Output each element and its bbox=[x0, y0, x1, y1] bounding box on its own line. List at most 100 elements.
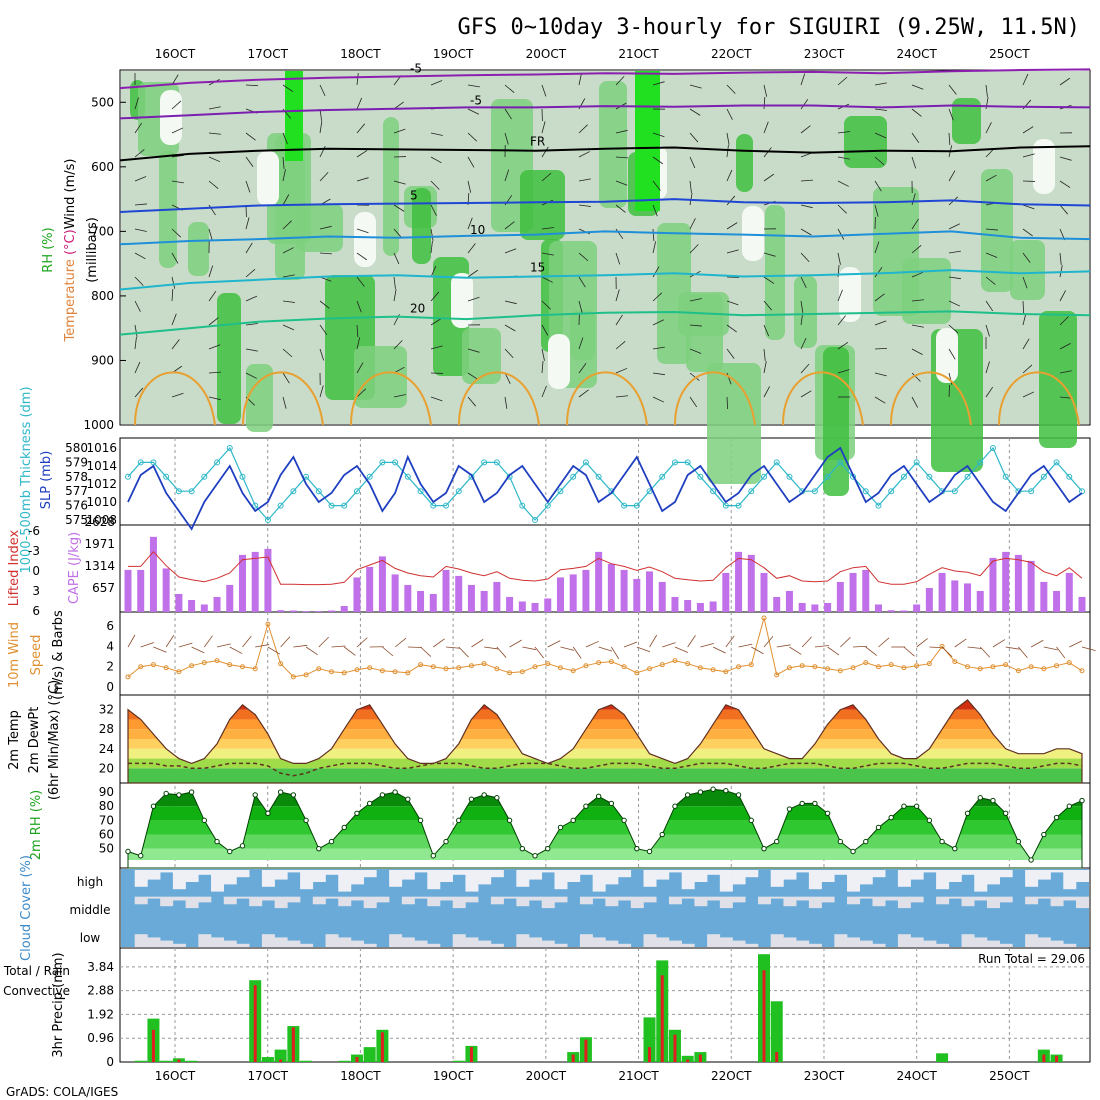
rh-point bbox=[863, 838, 869, 845]
wind-barb bbox=[1059, 370, 1072, 374]
wind-barb bbox=[319, 121, 323, 134]
cape-tick-label: 1971 bbox=[84, 537, 115, 551]
wind-speed-point bbox=[532, 664, 538, 670]
cape-bar bbox=[696, 602, 704, 612]
wind-barb bbox=[874, 204, 879, 217]
wind-barb bbox=[800, 98, 809, 110]
rh-point bbox=[837, 838, 844, 845]
wind-barb bbox=[800, 300, 804, 313]
rh-point bbox=[545, 845, 551, 852]
cape-bar bbox=[785, 590, 793, 612]
cloud-high-gap bbox=[529, 870, 543, 880]
thickness-point bbox=[252, 502, 259, 509]
wind-barb bbox=[467, 269, 479, 278]
wind-barb bbox=[134, 252, 146, 260]
cloud-middle-gap bbox=[605, 896, 619, 907]
dewpoint-line bbox=[128, 762, 1083, 777]
cloud-row-label: low bbox=[80, 931, 101, 945]
cloud-high-gap bbox=[821, 870, 835, 882]
wind-speed-point bbox=[736, 664, 742, 670]
cloud-high-gap bbox=[325, 870, 339, 875]
wind-barb bbox=[245, 242, 253, 254]
bottom-day-label: 24OCT bbox=[896, 1069, 937, 1083]
wind-speed-point bbox=[914, 663, 920, 669]
cloud-middle-gap bbox=[872, 896, 886, 907]
wind-barb-10m bbox=[153, 646, 167, 653]
wind-barb bbox=[541, 172, 552, 182]
precip-total-bar bbox=[363, 1047, 376, 1062]
cloud-middle-gap bbox=[274, 896, 288, 909]
cloud-low-gap bbox=[541, 940, 555, 947]
wind-barb bbox=[171, 127, 184, 134]
wind-barb bbox=[208, 228, 213, 241]
cloud-high-gap bbox=[796, 870, 810, 873]
precip-convective-bar bbox=[177, 1059, 181, 1062]
wind-barb bbox=[282, 372, 290, 384]
cloud-high-gap bbox=[312, 870, 326, 882]
wind-speed-point bbox=[138, 664, 144, 670]
cloud-low-gap bbox=[490, 943, 504, 947]
wind-barb bbox=[1059, 204, 1069, 215]
wind-barb bbox=[874, 320, 887, 326]
wind-barb bbox=[356, 362, 364, 374]
cloud-high-gap bbox=[211, 870, 225, 892]
cloud-middle-gap bbox=[618, 896, 632, 901]
wind-speed-point bbox=[850, 665, 856, 671]
thickness-point bbox=[557, 488, 564, 495]
wind-barb bbox=[467, 348, 480, 353]
rh-saturated-column bbox=[285, 71, 303, 161]
rh-point bbox=[964, 810, 971, 817]
wind-barb bbox=[245, 156, 254, 167]
wind-barb bbox=[282, 220, 292, 230]
cape-bar bbox=[417, 590, 425, 612]
thickness-point bbox=[264, 517, 271, 523]
wind-speed-point bbox=[303, 672, 309, 678]
wind-barb bbox=[763, 252, 776, 257]
cape-bar bbox=[684, 599, 692, 612]
thickness-point bbox=[532, 517, 539, 523]
cloud-low-gap bbox=[338, 937, 352, 947]
temp-tick-label: 24 bbox=[99, 742, 114, 756]
temp-ylabel: (6hr Min/Max) (°C) bbox=[47, 680, 62, 800]
wind-barb-10m bbox=[776, 644, 791, 648]
cloud-middle-gap bbox=[363, 896, 377, 909]
wind-tick-label: 2 bbox=[106, 660, 114, 674]
cape-bar bbox=[887, 610, 895, 612]
wind-barb-10m bbox=[127, 634, 136, 648]
rh-blob bbox=[736, 134, 753, 192]
thickness-point bbox=[582, 459, 589, 466]
thickness-point bbox=[977, 459, 984, 466]
rh-point bbox=[494, 795, 500, 801]
wind-barb-10m bbox=[725, 635, 735, 648]
wind-barb bbox=[393, 180, 406, 185]
wind-barb bbox=[763, 97, 766, 110]
thickness-point bbox=[710, 488, 717, 495]
wind-barb bbox=[726, 195, 736, 206]
pressure-tick-label: 700 bbox=[91, 224, 114, 238]
cloud-high-gap bbox=[1037, 870, 1051, 880]
wind-barb bbox=[948, 132, 951, 145]
wind-barb bbox=[800, 276, 807, 288]
wind-barb bbox=[245, 323, 258, 326]
cape-bar bbox=[989, 557, 997, 612]
wind-barb-10m bbox=[967, 646, 982, 649]
rh-point bbox=[1066, 803, 1072, 809]
cape-bar bbox=[1027, 560, 1035, 612]
cape-bar bbox=[582, 569, 590, 612]
cloud-middle-gap bbox=[312, 896, 326, 905]
wind-speed-point bbox=[481, 661, 487, 667]
cape-bar bbox=[798, 602, 806, 612]
thickness-point bbox=[163, 473, 170, 480]
wind-barb-10m bbox=[318, 636, 329, 648]
precip-convective-bar bbox=[279, 1059, 283, 1062]
thickness-point bbox=[888, 488, 895, 495]
temperature-contour-label: 20 bbox=[410, 302, 425, 316]
rh-point bbox=[748, 817, 754, 824]
thickness-point bbox=[875, 502, 882, 509]
wind-speed-point bbox=[761, 615, 767, 621]
thickness-point bbox=[1040, 473, 1047, 480]
thickness-point bbox=[964, 473, 971, 480]
wind-barb bbox=[726, 396, 729, 410]
temperature-contour bbox=[119, 104, 1091, 120]
rh-tick-label: 50 bbox=[99, 842, 114, 856]
